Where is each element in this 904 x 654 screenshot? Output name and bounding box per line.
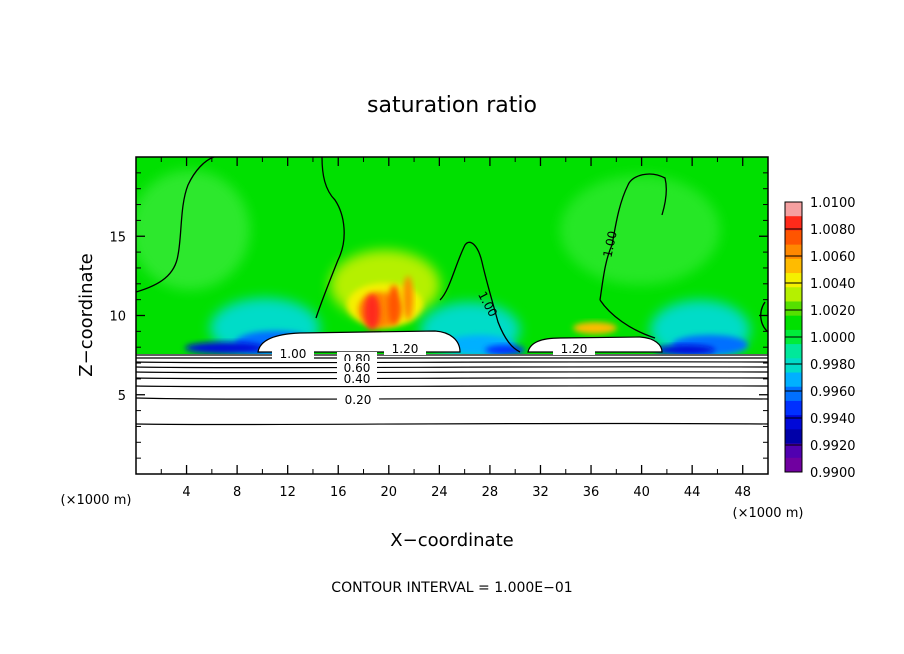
colorbar-segment [785, 358, 802, 374]
field-patch [185, 342, 265, 354]
contour-label-bg [337, 393, 379, 405]
contour-line [599, 173, 667, 301]
colorbar-segment [785, 400, 802, 416]
field-patch [388, 285, 400, 325]
x-tick-label: 20 [381, 485, 398, 500]
colorbar-segment [785, 386, 802, 402]
contour-label: 1.00 [600, 230, 619, 259]
lower-white-region [136, 354, 768, 474]
chart-title: saturation ratio [367, 93, 537, 118]
y-tick-label: 5 [118, 389, 126, 404]
x-tick-label: 16 [330, 485, 347, 500]
colorbar-label: 0.9960 [810, 385, 856, 400]
y-axis-title: Z−coordinate [76, 253, 97, 376]
contour-label-bg [553, 342, 595, 355]
x-tick-label: 36 [583, 485, 600, 500]
x-tick-label: 28 [482, 485, 499, 500]
colorbar-segment [785, 344, 802, 359]
contour-line [760, 301, 768, 333]
y-tick-label: 15 [109, 230, 126, 245]
contour-label: 0.60 [344, 361, 371, 375]
colorbar-segment [785, 273, 802, 288]
colorbar-segment [785, 443, 802, 459]
colorbar-label: 0.9940 [810, 412, 856, 427]
contour-line [136, 366, 768, 369]
contour-line [136, 385, 768, 388]
contour-label-bg [272, 347, 314, 360]
contour-label: 1.20 [561, 342, 588, 356]
contour-label: 0.40 [344, 372, 371, 386]
colorbar-segment [785, 372, 802, 388]
contour-label: 0.20 [345, 393, 372, 407]
contour-line [136, 357, 768, 359]
y-tick-label: 10 [109, 310, 126, 325]
colorbar-label: 0.9900 [810, 466, 856, 481]
colorbar-segment [785, 216, 802, 231]
colorbar-label: 1.0080 [810, 223, 856, 238]
contour-line [136, 371, 768, 374]
x-tick-label: 4 [182, 485, 190, 500]
colorbar-label: 1.0040 [810, 277, 856, 292]
contour-label-bg [337, 361, 377, 373]
colorbar-label: 1.0020 [810, 304, 856, 319]
colorbar: 1.0100 1.0080 1.0060 1.0040 1.0020 1.0000 0.99… [784, 196, 856, 481]
contour-line [136, 397, 768, 400]
field-patch [655, 345, 715, 355]
x-axis-title: X−coordinate [390, 530, 513, 551]
x-tick-label: 32 [532, 485, 549, 500]
colorbar-label: 1.0000 [810, 331, 856, 346]
x-tick-label: 44 [684, 485, 701, 500]
contour-label-bg [384, 342, 426, 355]
field-patch [573, 322, 617, 334]
contour-line [136, 422, 768, 426]
colorbar-segment [785, 287, 802, 302]
colorbar-label: 0.9920 [810, 439, 856, 454]
x-tick-label: 24 [431, 485, 448, 500]
x-tick-label: 8 [233, 485, 241, 500]
x-axis: 4 8 12 16 20 24 28 32 36 40 44 48 [160, 157, 751, 500]
colorbar-segment [785, 429, 802, 445]
field-patch [403, 276, 413, 320]
plot-area: 1.00 1.20 1.20 0.80 0.60 0.40 0.20 1.00 … [136, 157, 768, 474]
contour-label: 1.00 [280, 347, 307, 361]
field-patch [136, 170, 250, 290]
x-tick-label: 12 [279, 485, 296, 500]
contour-line [136, 377, 768, 380]
colorbar-segment [785, 301, 802, 317]
colorbar-segment [785, 258, 802, 274]
field-patch [560, 175, 720, 285]
contour-interval-note: CONTOUR INTERVAL = 1.000E−01 [331, 580, 572, 596]
colorbar-segment [785, 457, 802, 473]
y-axis: 5 10 15 [109, 172, 768, 459]
contour-line [136, 361, 768, 364]
field-patch [485, 345, 525, 355]
y-unit-label: (×1000 m) [61, 493, 132, 508]
colorbar-label: 1.0060 [810, 250, 856, 265]
colorbar-segment [785, 244, 802, 260]
contour-label: 1.20 [392, 342, 419, 356]
contour-line [315, 157, 345, 319]
x-tick-label: 40 [633, 485, 650, 500]
contour-label-bg [337, 372, 377, 384]
x-unit-label: (×1000 m) [733, 506, 804, 521]
colorbar-label: 1.0100 [810, 196, 856, 211]
colorbar-segment [785, 202, 802, 217]
colorbar-label: 0.9980 [810, 358, 856, 373]
contour-line [439, 241, 521, 353]
colorbar-segment [785, 315, 802, 331]
x-tick-label: 48 [734, 485, 751, 500]
contour-line [599, 299, 656, 339]
field-patch [364, 294, 380, 330]
colorbar-segment [785, 415, 802, 430]
contour-line [136, 157, 215, 293]
colorbar-segment [785, 230, 802, 246]
